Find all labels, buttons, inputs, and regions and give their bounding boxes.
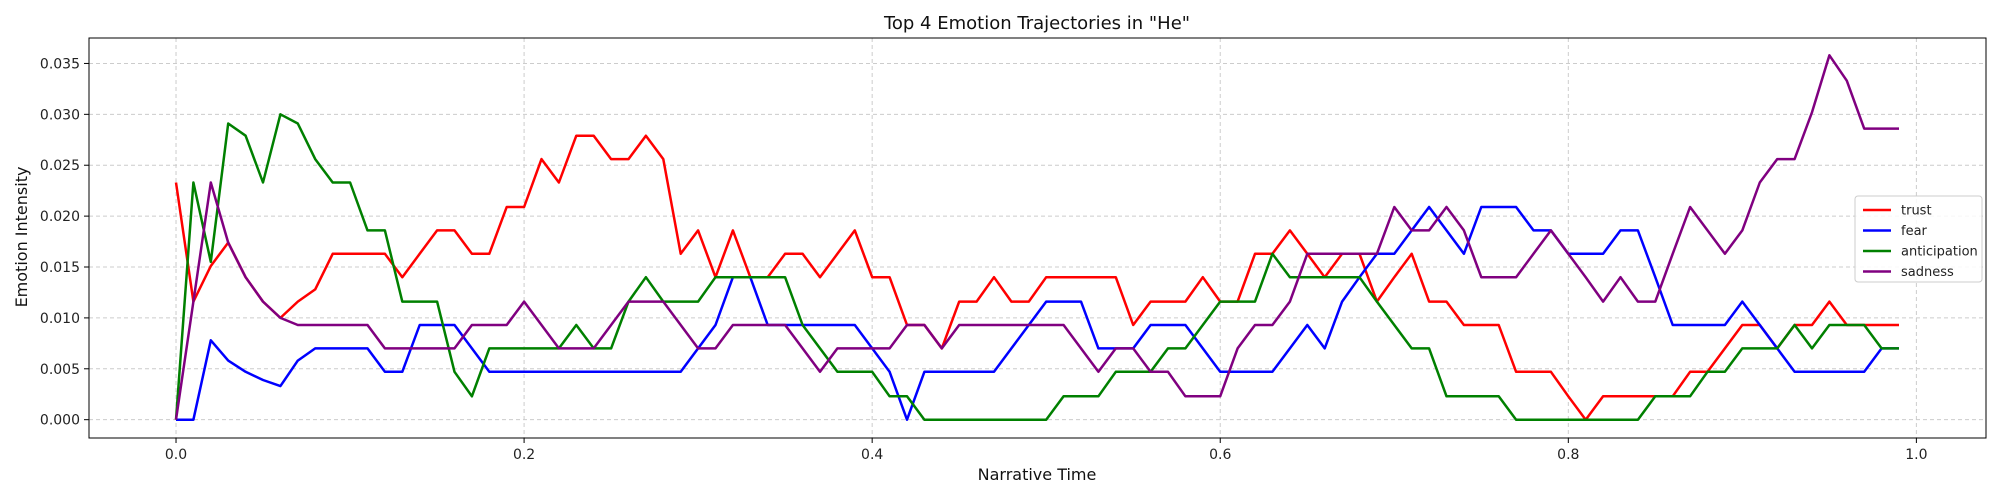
series-line-trust xyxy=(174,134,1899,421)
series-lines xyxy=(174,54,1899,421)
y-tick-label: 0.030 xyxy=(40,107,80,123)
legend-label-sadness: sadness xyxy=(1901,265,1954,280)
y-tick-label: 0.015 xyxy=(40,260,80,276)
plot-area-frame xyxy=(88,37,1987,439)
x-tick-label: 0.6 xyxy=(1209,447,1231,463)
chart-title: Top 4 Emotion Trajectories in "He" xyxy=(883,13,1190,34)
series-line-anticipation xyxy=(174,113,1899,421)
x-axis-label: Narrative Time xyxy=(978,465,1097,484)
y-tick-label: 0.000 xyxy=(40,413,80,429)
legend-box xyxy=(1854,195,1983,283)
legend: trust fear anticipation sadness xyxy=(1854,195,1983,283)
y-axis-label: Emotion Intensity xyxy=(12,167,31,308)
y-tick-label: 0.025 xyxy=(40,158,80,174)
y-tick-label: 0.020 xyxy=(40,209,80,225)
grid-lines xyxy=(89,38,1986,438)
y-tick-label: 0.035 xyxy=(40,56,80,72)
x-tick-label: 1.0 xyxy=(1905,447,1927,463)
x-tick-label: 0.8 xyxy=(1557,447,1579,463)
x-tick-label: 0.2 xyxy=(513,447,535,463)
legend-label-trust: trust xyxy=(1901,204,1932,219)
y-tick-label: 0.005 xyxy=(40,362,80,378)
legend-label-anticipation: anticipation xyxy=(1901,245,1978,260)
x-tick-label: 0.4 xyxy=(861,447,883,463)
legend-label-fear: fear xyxy=(1901,224,1928,239)
y-axis-ticks: 0.000 0.005 0.010 0.015 0.020 0.025 0.030 0.035 xyxy=(40,56,89,429)
series-line-fear xyxy=(176,205,1899,421)
y-tick-label: 0.010 xyxy=(40,311,80,327)
series-line-sadness xyxy=(174,54,1899,420)
x-tick-label: 0.0 xyxy=(165,447,187,463)
x-axis-ticks: 0.0 0.2 0.4 0.6 0.8 1.0 xyxy=(165,438,1928,463)
